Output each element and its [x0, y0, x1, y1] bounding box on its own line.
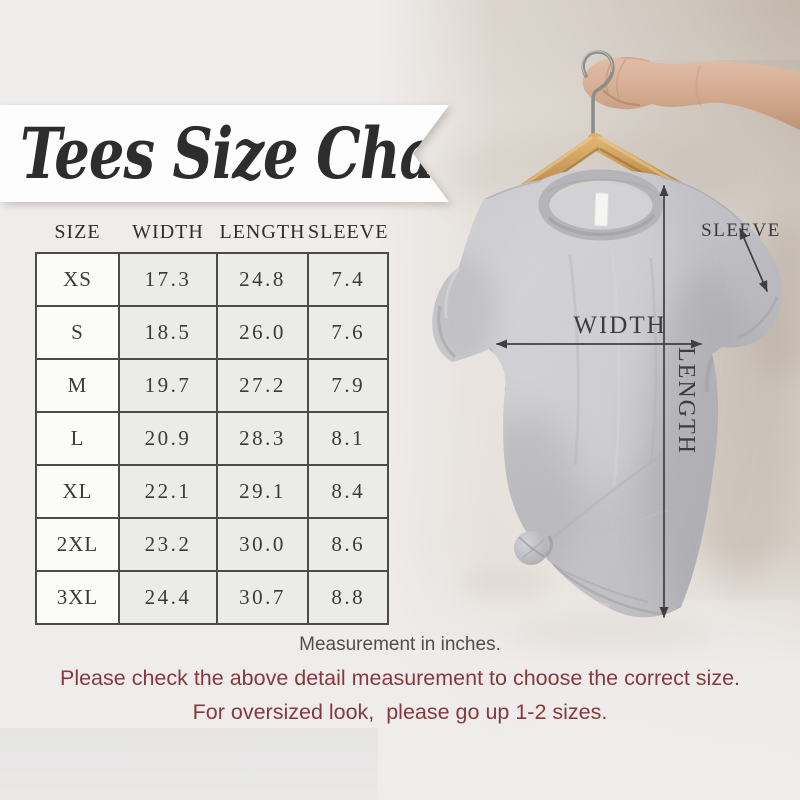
value-cell: 26.0 [216, 305, 309, 360]
size-cell: 3XL [35, 570, 120, 625]
size-cell: XS [35, 252, 120, 307]
sleeve-label: SLEEVE [701, 220, 781, 241]
col-header-sleeve: SLEEVE [308, 221, 389, 243]
sleeve-arrow [739, 228, 768, 292]
collar [538, 169, 664, 241]
value-cell: 30.7 [216, 570, 309, 625]
value-cell: 23.2 [118, 517, 218, 572]
table-header-row: SIZE WIDTH LENGTH SLEEVE [36, 221, 388, 253]
value-cell: 8.1 [306, 411, 390, 466]
width-label: WIDTH [573, 312, 666, 339]
footer-notes: Measurement in inches. Please check the … [0, 634, 800, 725]
arm [582, 56, 800, 130]
page-title: Tees Size Chart [20, 111, 489, 196]
col-header-width: WIDTH [132, 221, 204, 243]
table-row: 2XL 23.2 30.0 8.6 [35, 517, 390, 572]
value-cell: 18.5 [118, 305, 218, 360]
value-cell: 24.4 [118, 570, 218, 625]
value-cell: 28.3 [216, 411, 309, 466]
size-cell: L [35, 411, 120, 466]
size-cell: 2XL [35, 517, 120, 572]
value-cell: 8.6 [306, 517, 390, 572]
value-cell: 19.7 [118, 358, 218, 413]
value-cell: 8.8 [306, 570, 390, 625]
table-row: XL 22.1 29.1 8.4 [35, 464, 390, 519]
value-cell: 7.6 [306, 305, 390, 360]
value-cell: 8.4 [306, 464, 390, 519]
size-cell: XL [35, 464, 120, 519]
value-cell: 24.8 [216, 252, 309, 307]
size-cell: S [35, 305, 120, 360]
table-row: S 18.5 26.0 7.6 [35, 305, 390, 360]
title-banner: Tees Size Chart [0, 105, 449, 202]
measurement-annotations: WIDTH LENGTH SLEEVE [496, 185, 781, 618]
size-table: SIZE WIDTH LENGTH SLEEVE XS 17.3 24.8 7.… [35, 221, 390, 625]
table-row: L 20.9 28.3 8.1 [35, 411, 390, 466]
hanger-hook [581, 50, 615, 141]
table-row: XS 17.3 24.8 7.4 [35, 252, 390, 307]
units-note: Measurement in inches. [299, 634, 501, 655]
oversized-note: For oversized look, please go up 1-2 siz… [192, 700, 608, 724]
knot [514, 531, 553, 565]
length-label: LENGTH [673, 347, 699, 455]
col-header-length: LENGTH [219, 221, 306, 243]
value-cell: 7.9 [306, 358, 390, 413]
value-cell: 7.4 [306, 252, 390, 307]
value-cell: 17.3 [118, 252, 218, 307]
value-cell: 27.2 [216, 358, 309, 413]
value-cell: 30.0 [216, 517, 309, 572]
table-row: 3XL 24.4 30.7 8.8 [35, 570, 390, 625]
size-cell: M [35, 358, 120, 413]
value-cell: 20.9 [118, 411, 218, 466]
value-cell: 29.1 [216, 464, 309, 519]
check-measurement-note: Please check the above detail measuremen… [59, 666, 740, 690]
care-label [593, 192, 610, 227]
col-header-size: SIZE [54, 221, 101, 243]
value-cell: 22.1 [118, 464, 218, 519]
table-row: M 19.7 27.2 7.9 [35, 358, 390, 413]
